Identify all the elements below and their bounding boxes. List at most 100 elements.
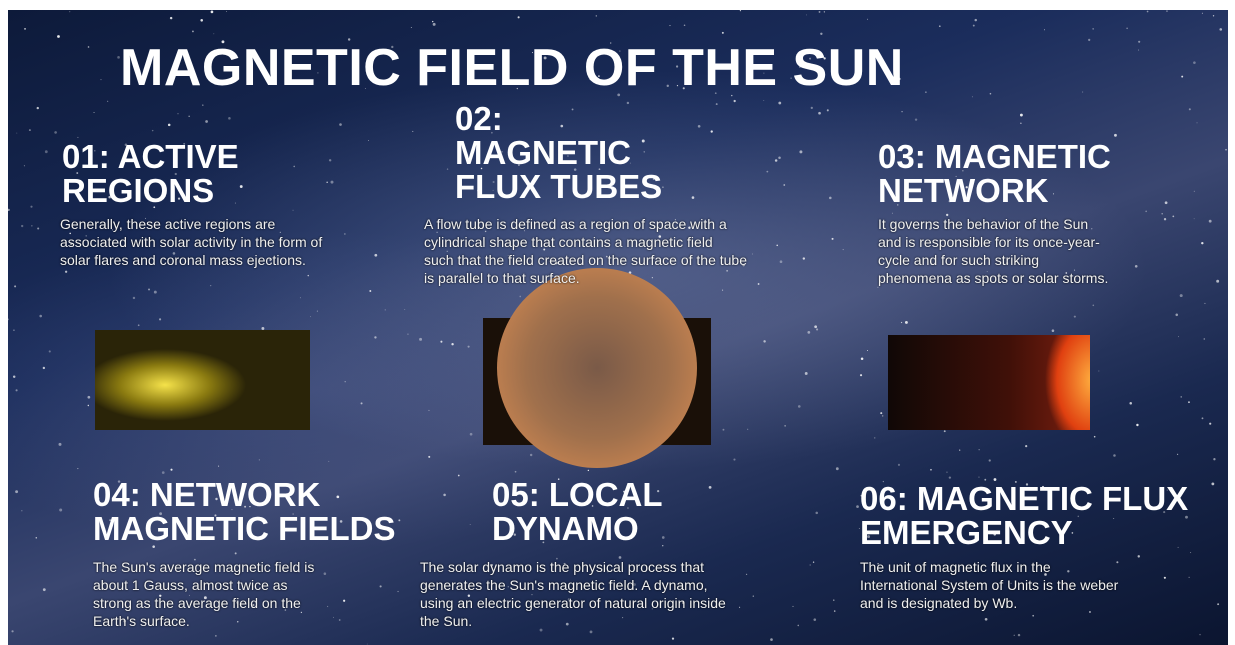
star xyxy=(45,150,48,153)
star xyxy=(1209,220,1212,223)
star xyxy=(94,112,95,113)
star xyxy=(200,19,203,22)
star xyxy=(901,322,902,323)
star xyxy=(734,100,736,102)
star xyxy=(177,113,178,114)
star xyxy=(1018,634,1020,636)
star xyxy=(205,120,208,123)
text-line: solar flares and coronal mass ejections. xyxy=(60,251,322,269)
star xyxy=(331,181,334,184)
star xyxy=(1216,280,1219,283)
star xyxy=(588,470,589,471)
star xyxy=(824,11,825,12)
star xyxy=(1194,218,1195,219)
star xyxy=(218,466,219,467)
star xyxy=(21,510,22,511)
heading-line: 01: ACTIVE xyxy=(62,140,239,174)
text-line: cylindrical shape that contains a magnet… xyxy=(424,233,747,251)
star xyxy=(385,309,386,310)
star xyxy=(1094,436,1096,438)
star xyxy=(915,118,917,120)
star xyxy=(1225,149,1227,151)
star xyxy=(1138,50,1139,51)
star xyxy=(308,275,309,276)
star xyxy=(367,644,368,645)
star xyxy=(329,159,331,161)
star xyxy=(1194,191,1195,192)
star xyxy=(739,607,740,608)
star xyxy=(468,346,470,348)
star xyxy=(867,19,868,20)
star xyxy=(159,318,161,320)
star xyxy=(49,350,51,352)
star xyxy=(54,131,57,134)
star xyxy=(733,459,735,461)
star xyxy=(213,33,214,34)
star xyxy=(716,103,718,105)
star xyxy=(29,129,31,131)
star xyxy=(662,186,664,188)
star xyxy=(327,606,328,607)
star xyxy=(1193,61,1196,64)
star xyxy=(211,11,214,14)
star xyxy=(770,638,773,641)
text-line: International System of Units is the web… xyxy=(860,576,1118,594)
star xyxy=(843,249,844,250)
star xyxy=(361,402,363,404)
star xyxy=(293,166,295,168)
star xyxy=(1189,108,1191,110)
sun-disc xyxy=(497,268,697,468)
star xyxy=(722,32,724,34)
star xyxy=(345,381,346,382)
star xyxy=(798,405,801,408)
section-text: The solar dynamo is the physical process… xyxy=(420,558,726,630)
star xyxy=(752,254,753,255)
star xyxy=(1180,396,1182,398)
star xyxy=(440,341,442,343)
star xyxy=(766,171,768,173)
heading-line: 04: NETWORK xyxy=(93,478,396,512)
star xyxy=(979,449,980,450)
star xyxy=(723,429,725,431)
star xyxy=(811,107,813,109)
section-text: A flow tube is defined as a region of sp… xyxy=(424,215,747,287)
star xyxy=(1136,424,1138,426)
star xyxy=(433,23,436,26)
star xyxy=(228,117,231,120)
star xyxy=(1138,555,1140,557)
star xyxy=(861,358,864,361)
star xyxy=(326,182,327,183)
star xyxy=(215,635,217,637)
star xyxy=(763,340,765,342)
star xyxy=(901,111,902,112)
star xyxy=(1138,41,1140,43)
star xyxy=(59,509,62,512)
star xyxy=(59,443,62,446)
star xyxy=(470,524,471,525)
star xyxy=(819,11,821,13)
star xyxy=(15,490,18,493)
star xyxy=(1177,454,1178,455)
star xyxy=(692,196,695,199)
text-line: The unit of magnetic flux in the xyxy=(860,558,1118,576)
star xyxy=(398,519,400,521)
star xyxy=(428,410,429,411)
star xyxy=(1202,13,1203,14)
star xyxy=(65,271,67,273)
star xyxy=(451,343,453,345)
section-heading: 02:MAGNETICFLUX TUBES xyxy=(455,102,662,204)
star xyxy=(324,572,327,575)
star xyxy=(780,260,783,263)
text-line: cycle and for such striking xyxy=(878,251,1108,269)
section-text: The Sun's average magnetic field isabout… xyxy=(93,558,314,630)
star xyxy=(775,159,778,162)
star xyxy=(235,552,237,554)
star xyxy=(170,469,172,471)
star xyxy=(590,630,593,633)
star xyxy=(88,405,89,406)
star xyxy=(1197,122,1198,123)
star xyxy=(722,290,723,291)
text-line: Earth's surface. xyxy=(93,612,314,630)
star xyxy=(816,328,818,330)
